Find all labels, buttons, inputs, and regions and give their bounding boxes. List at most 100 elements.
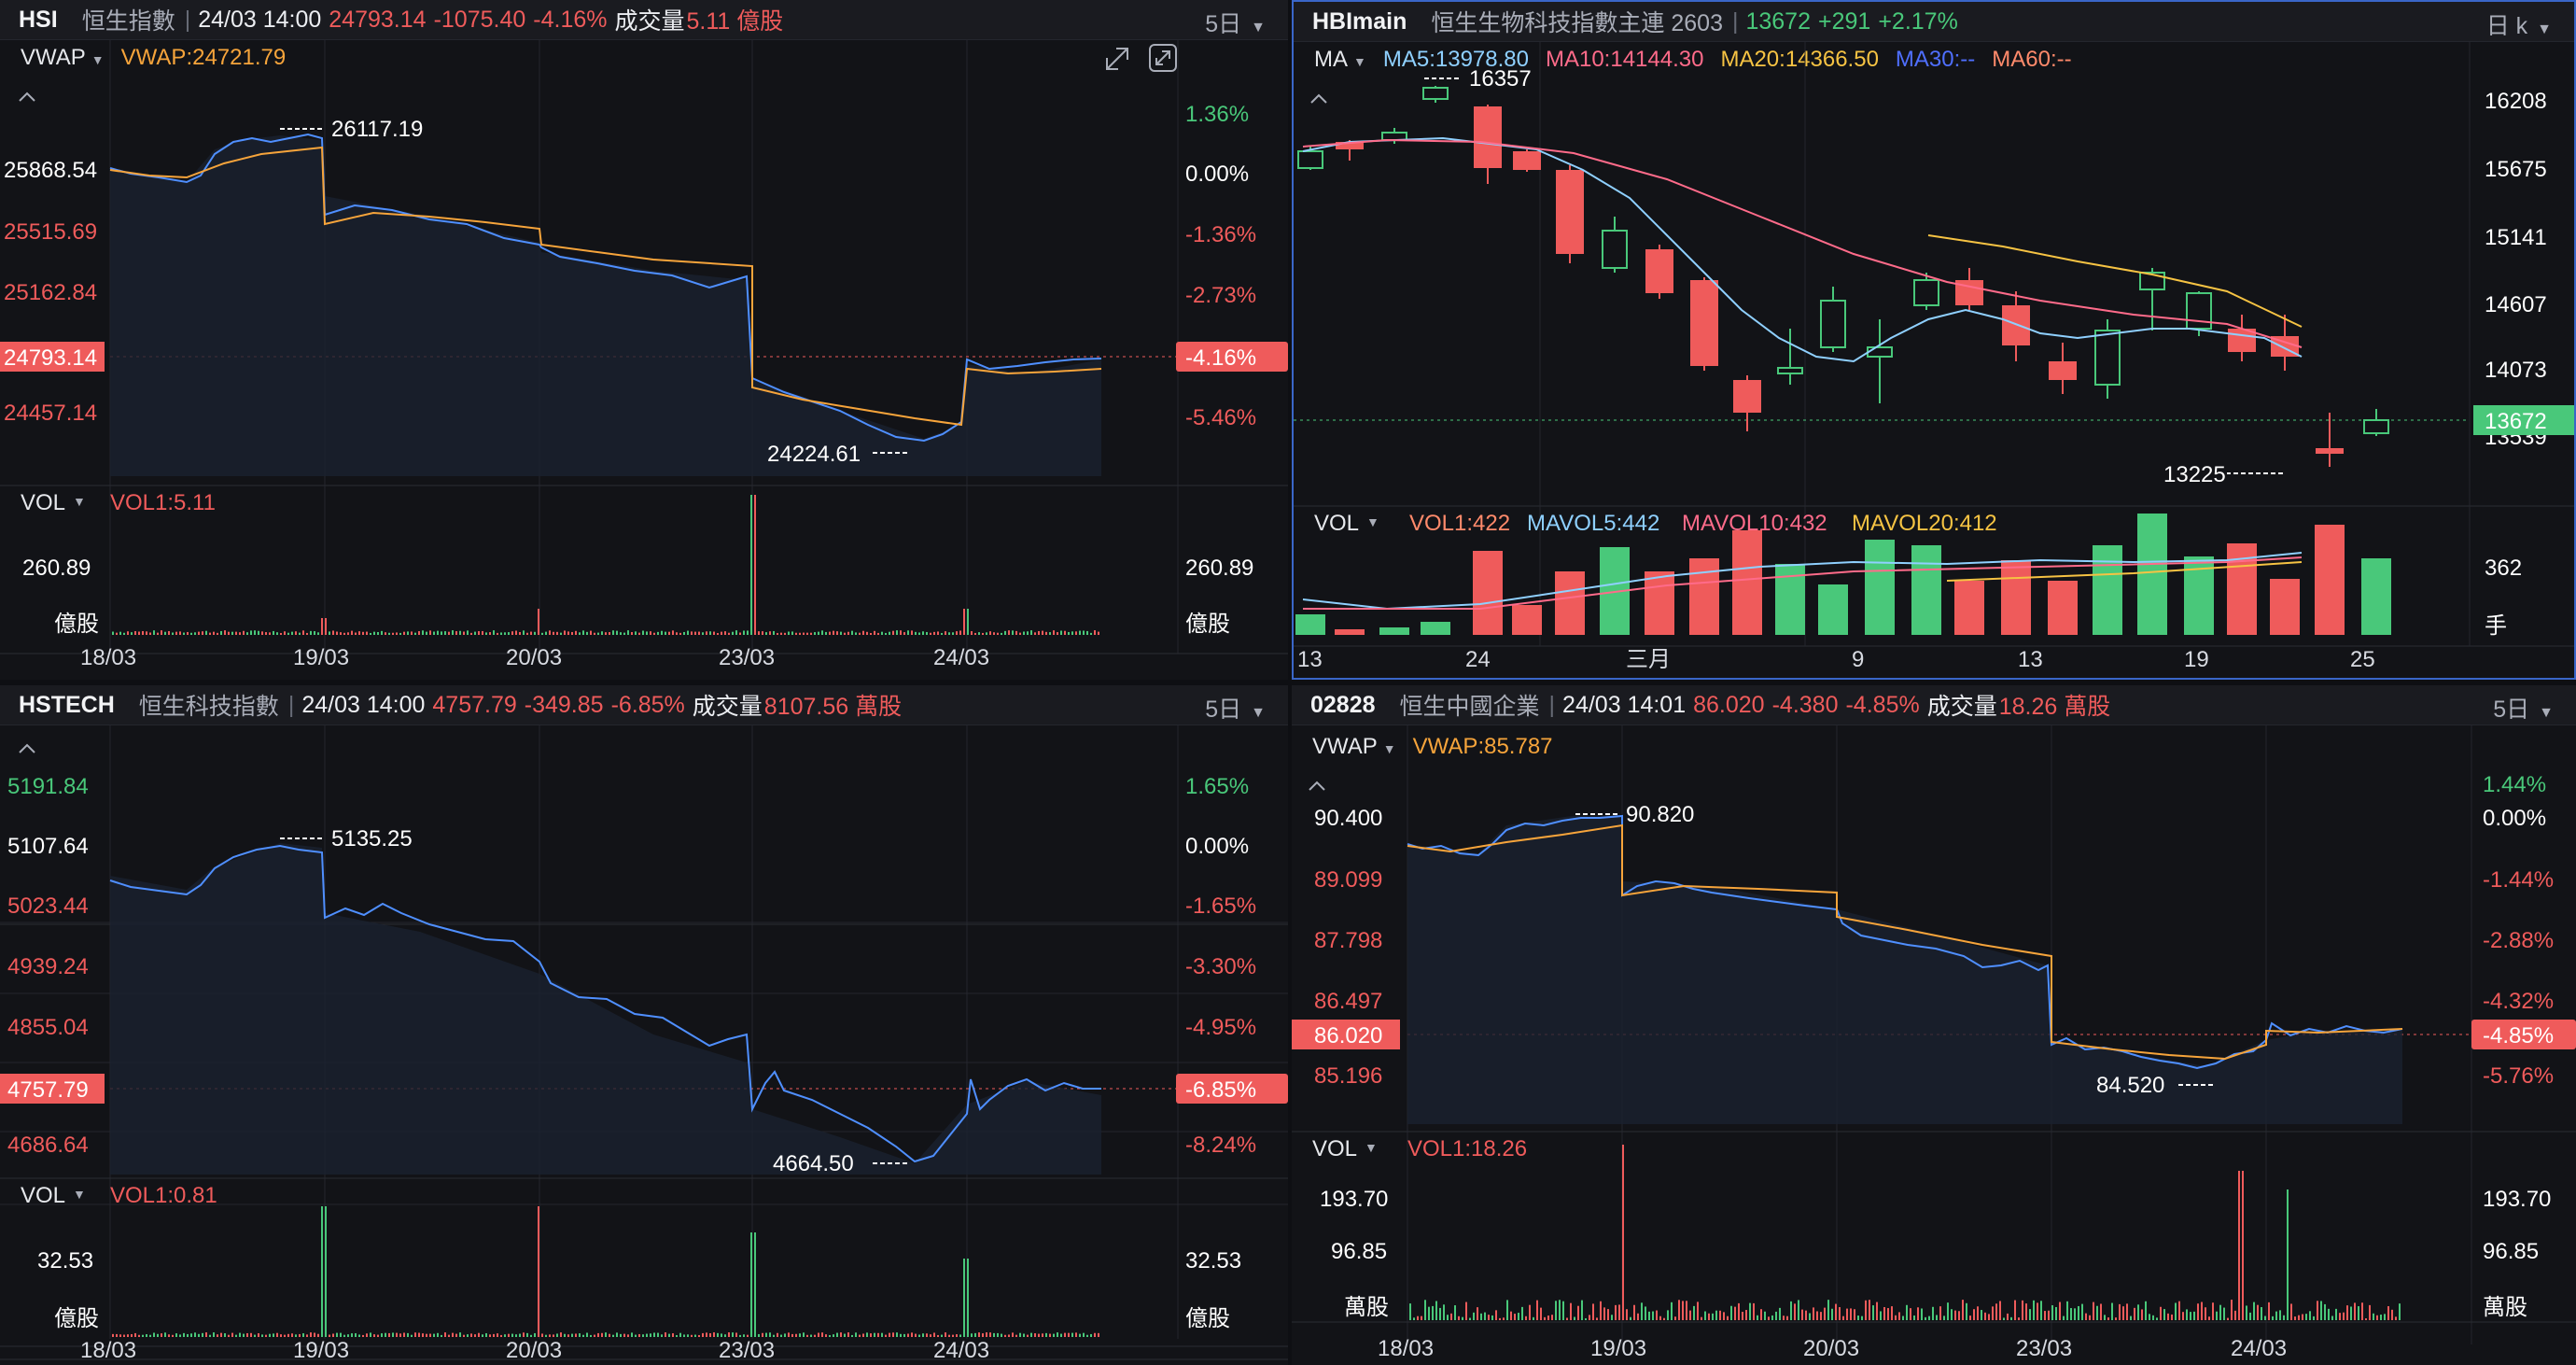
volume-bar [511,631,513,635]
volume-bar [713,631,715,635]
candle-body [1513,151,1541,170]
hbi-chart[interactable]: 16357 13225 16208 15675 15141 14607 1407… [1294,2,2576,680]
hstech-panel[interactable]: HSTECH 恒生科技指數 | 24/03 14:00 4757.79 -349… [0,685,1288,1365]
volume-bar [709,631,711,635]
volume-bar [2391,1309,2393,1320]
volume-bar [119,1334,121,1337]
period-selector[interactable]: 5日 ▼ [1205,6,1266,39]
chevron-down-icon[interactable]: ▼ [1382,741,1396,756]
volume-bar [877,632,879,635]
volume-bar [728,632,730,635]
volume-bar [157,1333,159,1337]
volume-bar [2208,1316,2210,1320]
period-selector[interactable]: 日 k ▼ [2486,7,2552,41]
volume-bar [243,1333,245,1337]
ticker-code[interactable]: HSTECH [19,691,115,718]
volume-bar [2253,1302,2255,1320]
indicator-selector[interactable]: MA [1314,47,1348,72]
right-axis-tick: 14073 [2485,358,2547,383]
chevron-down-icon[interactable]: ▼ [1365,1140,1378,1155]
collapse-icon[interactable] [17,741,37,756]
fullscreen-icon[interactable] [1148,43,1178,73]
volume-bar [571,1333,573,1337]
volume-bar [650,1333,651,1337]
volume-bar [116,1333,118,1337]
volume-bar [2205,1307,2206,1320]
volume-bar [952,632,954,635]
ticker-code[interactable]: HSI [19,6,58,33]
volume-bar [254,630,256,635]
hscei-chart[interactable]: 90.820 84.520 90.400 89.099 87.798 86.49… [1292,685,2576,1365]
volume-label: 成交量 [1926,694,1997,720]
volume-bar [138,631,140,635]
chevron-down-icon[interactable]: ▼ [1353,54,1366,69]
high-label: 90.820 [1626,802,1694,827]
indicator-selector[interactable]: VWAP [1312,734,1378,759]
ticker-code[interactable]: HBImain [1312,7,1407,35]
vol-indicator: VOL1:18.26 [1407,1136,1527,1161]
expand-icon[interactable] [1103,45,1131,73]
volume-bar [971,631,973,635]
volume-bar [2141,1309,2143,1320]
volume-bar [918,1334,920,1337]
volume-bar [2380,1315,2382,1320]
hsi-panel[interactable]: HSI 恒生指數 | 24/03 14:00 24793.14 -1075.40… [0,0,1288,680]
hstech-plot[interactable]: 5135.25 4664.50 5191.84 5107.64 5023.44 … [0,717,1288,1365]
volume-bar [224,1333,226,1337]
volume-bar [1704,1311,1706,1320]
vol-title[interactable]: VOL [1312,1136,1357,1161]
volume-bar [653,1332,655,1337]
volume-bar [1779,1307,1781,1320]
volume-bar [523,630,525,635]
volume-bar [1689,1310,1691,1320]
volume-bar [1083,1332,1085,1337]
period-selector[interactable]: 5日 ▼ [1205,691,1266,725]
volume-bar [1954,1310,1956,1320]
volume-bar [168,630,170,635]
volume-bar [2085,1313,2087,1320]
collapse-icon[interactable] [17,90,37,105]
vol-title[interactable]: VOL [21,1183,65,1208]
chevron-down-icon[interactable]: ▼ [73,1187,86,1202]
chevron-down-icon[interactable]: ▼ [1366,514,1379,529]
left-axis-tick: 4939.24 [7,954,89,979]
volume-bar [2051,1305,2053,1320]
vol-axis-tick: 193.70 [2483,1187,2551,1212]
hscei-panel[interactable]: 02828 恒生中國企業 | 24/03 14:01 86.020 -4.380… [1292,685,2576,1365]
right-axis-tick: 0.00% [2483,806,2546,831]
left-axis-tick: 87.798 [1314,928,1382,953]
volume-bar [661,1334,663,1337]
volume-bar [825,1334,827,1337]
volume-bar [900,1333,902,1337]
volume-bar [287,632,289,635]
volume-bar [314,631,315,635]
vol-title[interactable]: VOL [21,490,65,515]
chevron-down-icon[interactable]: ▼ [73,494,86,509]
price-change: +291 [1818,7,1871,35]
date-tick: 24/03 [2231,1336,2287,1361]
volume-bar [1723,1312,1725,1320]
volume-bar [220,1332,222,1337]
volume-bar [948,1334,950,1337]
ticker-code[interactable]: 02828 [1310,691,1376,718]
volume-bar [123,632,125,635]
volume-bar [672,1333,674,1337]
volume-bar [795,1333,797,1337]
volume-bar [2212,1302,2214,1320]
volume-bar [179,631,181,635]
volume-bar [287,1333,289,1337]
collapse-icon[interactable] [1309,91,1329,106]
volume-bar [1678,1300,1680,1320]
hsi-chart[interactable]: 26117.19 24224.61 25868.54 25515.69 2516… [0,0,1288,680]
period-selector[interactable]: 5日 ▼ [2493,691,2554,725]
chevron-down-icon[interactable]: ▼ [91,52,105,67]
volume-bar [2107,1317,2109,1320]
volume-bar [246,632,248,635]
indicator-selector[interactable]: VWAP [21,45,86,70]
vol-title[interactable]: VOL [1314,511,1359,536]
volume-bar [1697,1302,1699,1320]
volume-bar [112,1333,114,1337]
volume-bar [1645,571,1674,635]
collapse-icon[interactable] [1307,779,1327,794]
hbi-panel[interactable]: HBImain 恒生生物科技指數主連 2603 | 13672 +291 +2.… [1292,0,2576,680]
